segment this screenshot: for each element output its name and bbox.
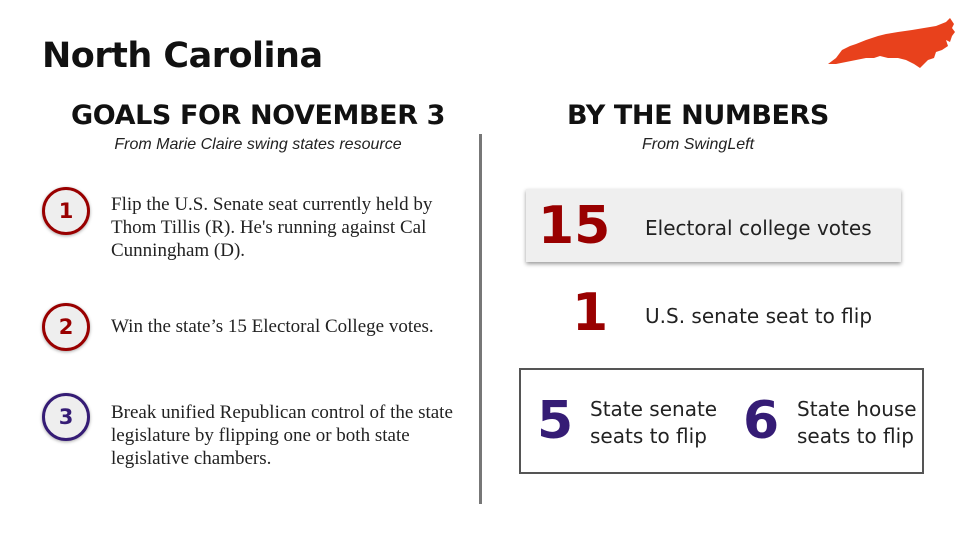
goal-2-badge: 2	[42, 303, 90, 351]
state-house-label-2: seats to flip	[797, 424, 914, 448]
goal-3-badge: 3	[42, 393, 90, 441]
senate-seat-value: 1	[572, 283, 609, 343]
state-senate-label-1: State senate	[590, 397, 718, 421]
state-house-value: 6	[743, 391, 780, 451]
goal-1-badge: 1	[42, 187, 90, 235]
state-senate-label-2: seats to flip	[590, 424, 707, 448]
senate-seat-label: U.S. senate seat to flip	[645, 304, 873, 328]
column-divider	[479, 134, 482, 504]
goal-1-text: Flip the U.S. Senate seat currently held…	[111, 194, 433, 261]
goals-heading: GOALS FOR NOVEMBER 3	[71, 100, 445, 131]
electoral-votes-label: Electoral college votes	[645, 216, 872, 240]
numbers-source: From SwingLeft	[641, 136, 755, 153]
goal-2-text: Win the state’s 15 Electoral College vot…	[111, 316, 434, 337]
electoral-votes-value: 15	[538, 196, 611, 256]
state-house-label-1: State house	[797, 397, 917, 421]
north-carolina-map-icon	[828, 18, 955, 68]
goal-3-text: Break unified Republican control of the …	[111, 402, 453, 469]
numbers-heading: BY THE NUMBERS	[567, 100, 829, 131]
page-title: North Carolina	[42, 36, 323, 76]
state-senate-value: 5	[537, 391, 574, 451]
electoral-votes-card: 15 Electoral college votes	[526, 189, 901, 262]
goals-source: From Marie Claire swing states resource	[114, 136, 402, 153]
state-legislature-box: 5 State senate seats to flip 6 State hou…	[519, 368, 924, 474]
